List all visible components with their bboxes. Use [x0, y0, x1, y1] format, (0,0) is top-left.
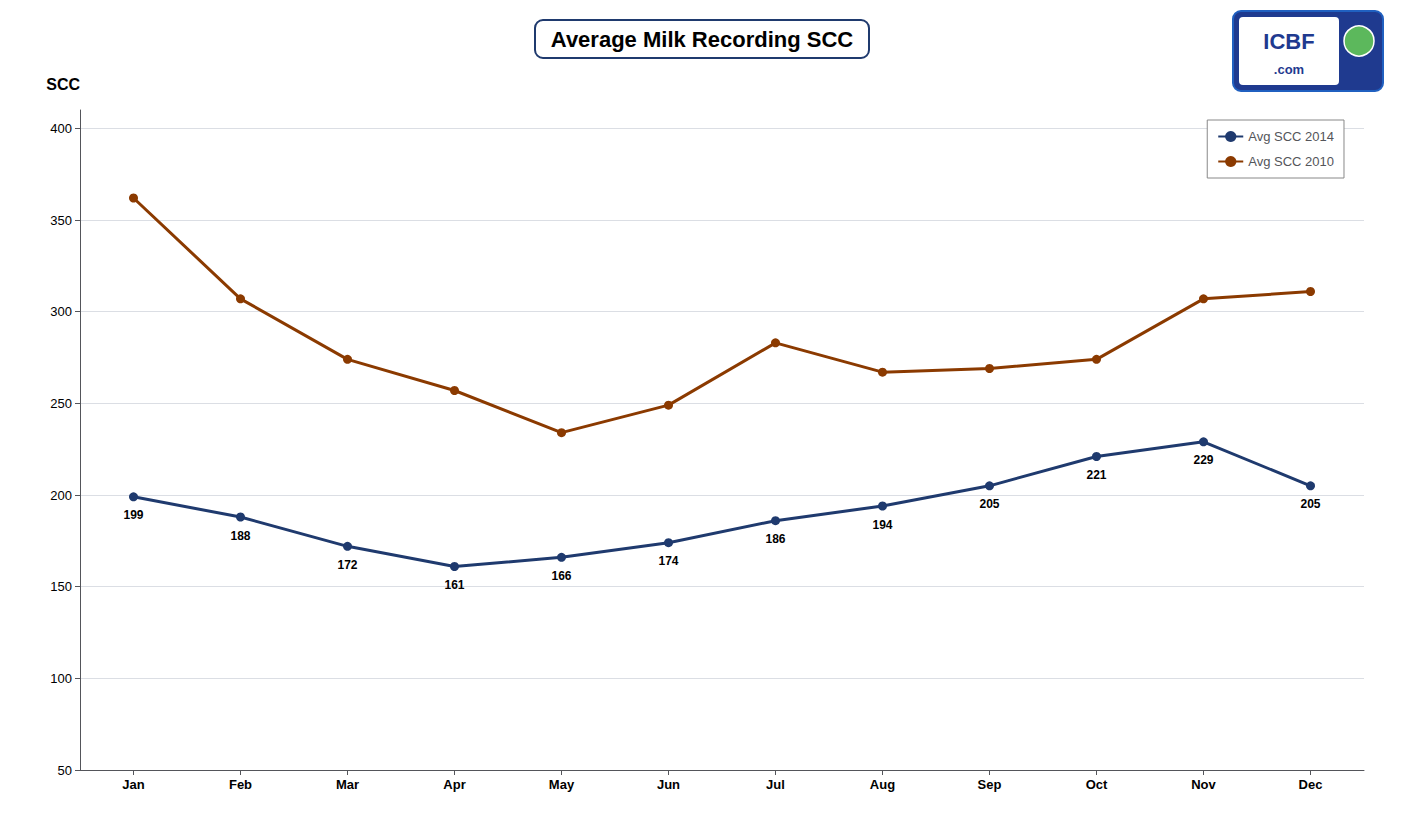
- svg-text:200: 200: [50, 488, 72, 503]
- svg-text:166: 166: [551, 569, 571, 583]
- svg-text:174: 174: [658, 554, 678, 568]
- svg-text:250: 250: [50, 396, 72, 411]
- svg-text:Feb: Feb: [229, 777, 252, 792]
- svg-text:Jan: Jan: [122, 777, 144, 792]
- svg-text:199: 199: [123, 508, 143, 522]
- svg-text:Dec: Dec: [1299, 777, 1323, 792]
- svg-text:205: 205: [1300, 497, 1320, 511]
- svg-text:100: 100: [50, 671, 72, 686]
- svg-text:Oct: Oct: [1086, 777, 1108, 792]
- svg-text:ICBF: ICBF: [1263, 29, 1314, 54]
- svg-text:Mar: Mar: [336, 777, 359, 792]
- svg-text:172: 172: [337, 558, 357, 572]
- svg-text:400: 400: [50, 121, 72, 136]
- svg-text:Sep: Sep: [978, 777, 1002, 792]
- svg-text:300: 300: [50, 304, 72, 319]
- svg-text:Apr: Apr: [443, 777, 465, 792]
- svg-text:194: 194: [872, 518, 892, 532]
- svg-text:Jun: Jun: [657, 777, 680, 792]
- svg-text:150: 150: [50, 579, 72, 594]
- svg-text:Jul: Jul: [766, 777, 785, 792]
- svg-text:Average Milk Recording SCC: Average Milk Recording SCC: [551, 27, 853, 52]
- svg-text:Avg SCC 2010: Avg SCC 2010: [1248, 154, 1334, 169]
- svg-text:Nov: Nov: [1191, 777, 1216, 792]
- svg-text:221: 221: [1086, 468, 1106, 482]
- svg-text:SCC: SCC: [46, 76, 80, 93]
- svg-text:161: 161: [444, 578, 464, 592]
- svg-text:188: 188: [230, 529, 250, 543]
- svg-text:186: 186: [765, 532, 785, 546]
- svg-text:229: 229: [1193, 453, 1213, 467]
- svg-text:205: 205: [979, 497, 999, 511]
- svg-text:350: 350: [50, 213, 72, 228]
- svg-text:50: 50: [58, 763, 72, 778]
- svg-text:Aug: Aug: [870, 777, 895, 792]
- svg-text:.com: .com: [1274, 62, 1304, 77]
- svg-text:May: May: [549, 777, 575, 792]
- svg-text:Avg SCC 2014: Avg SCC 2014: [1248, 129, 1334, 144]
